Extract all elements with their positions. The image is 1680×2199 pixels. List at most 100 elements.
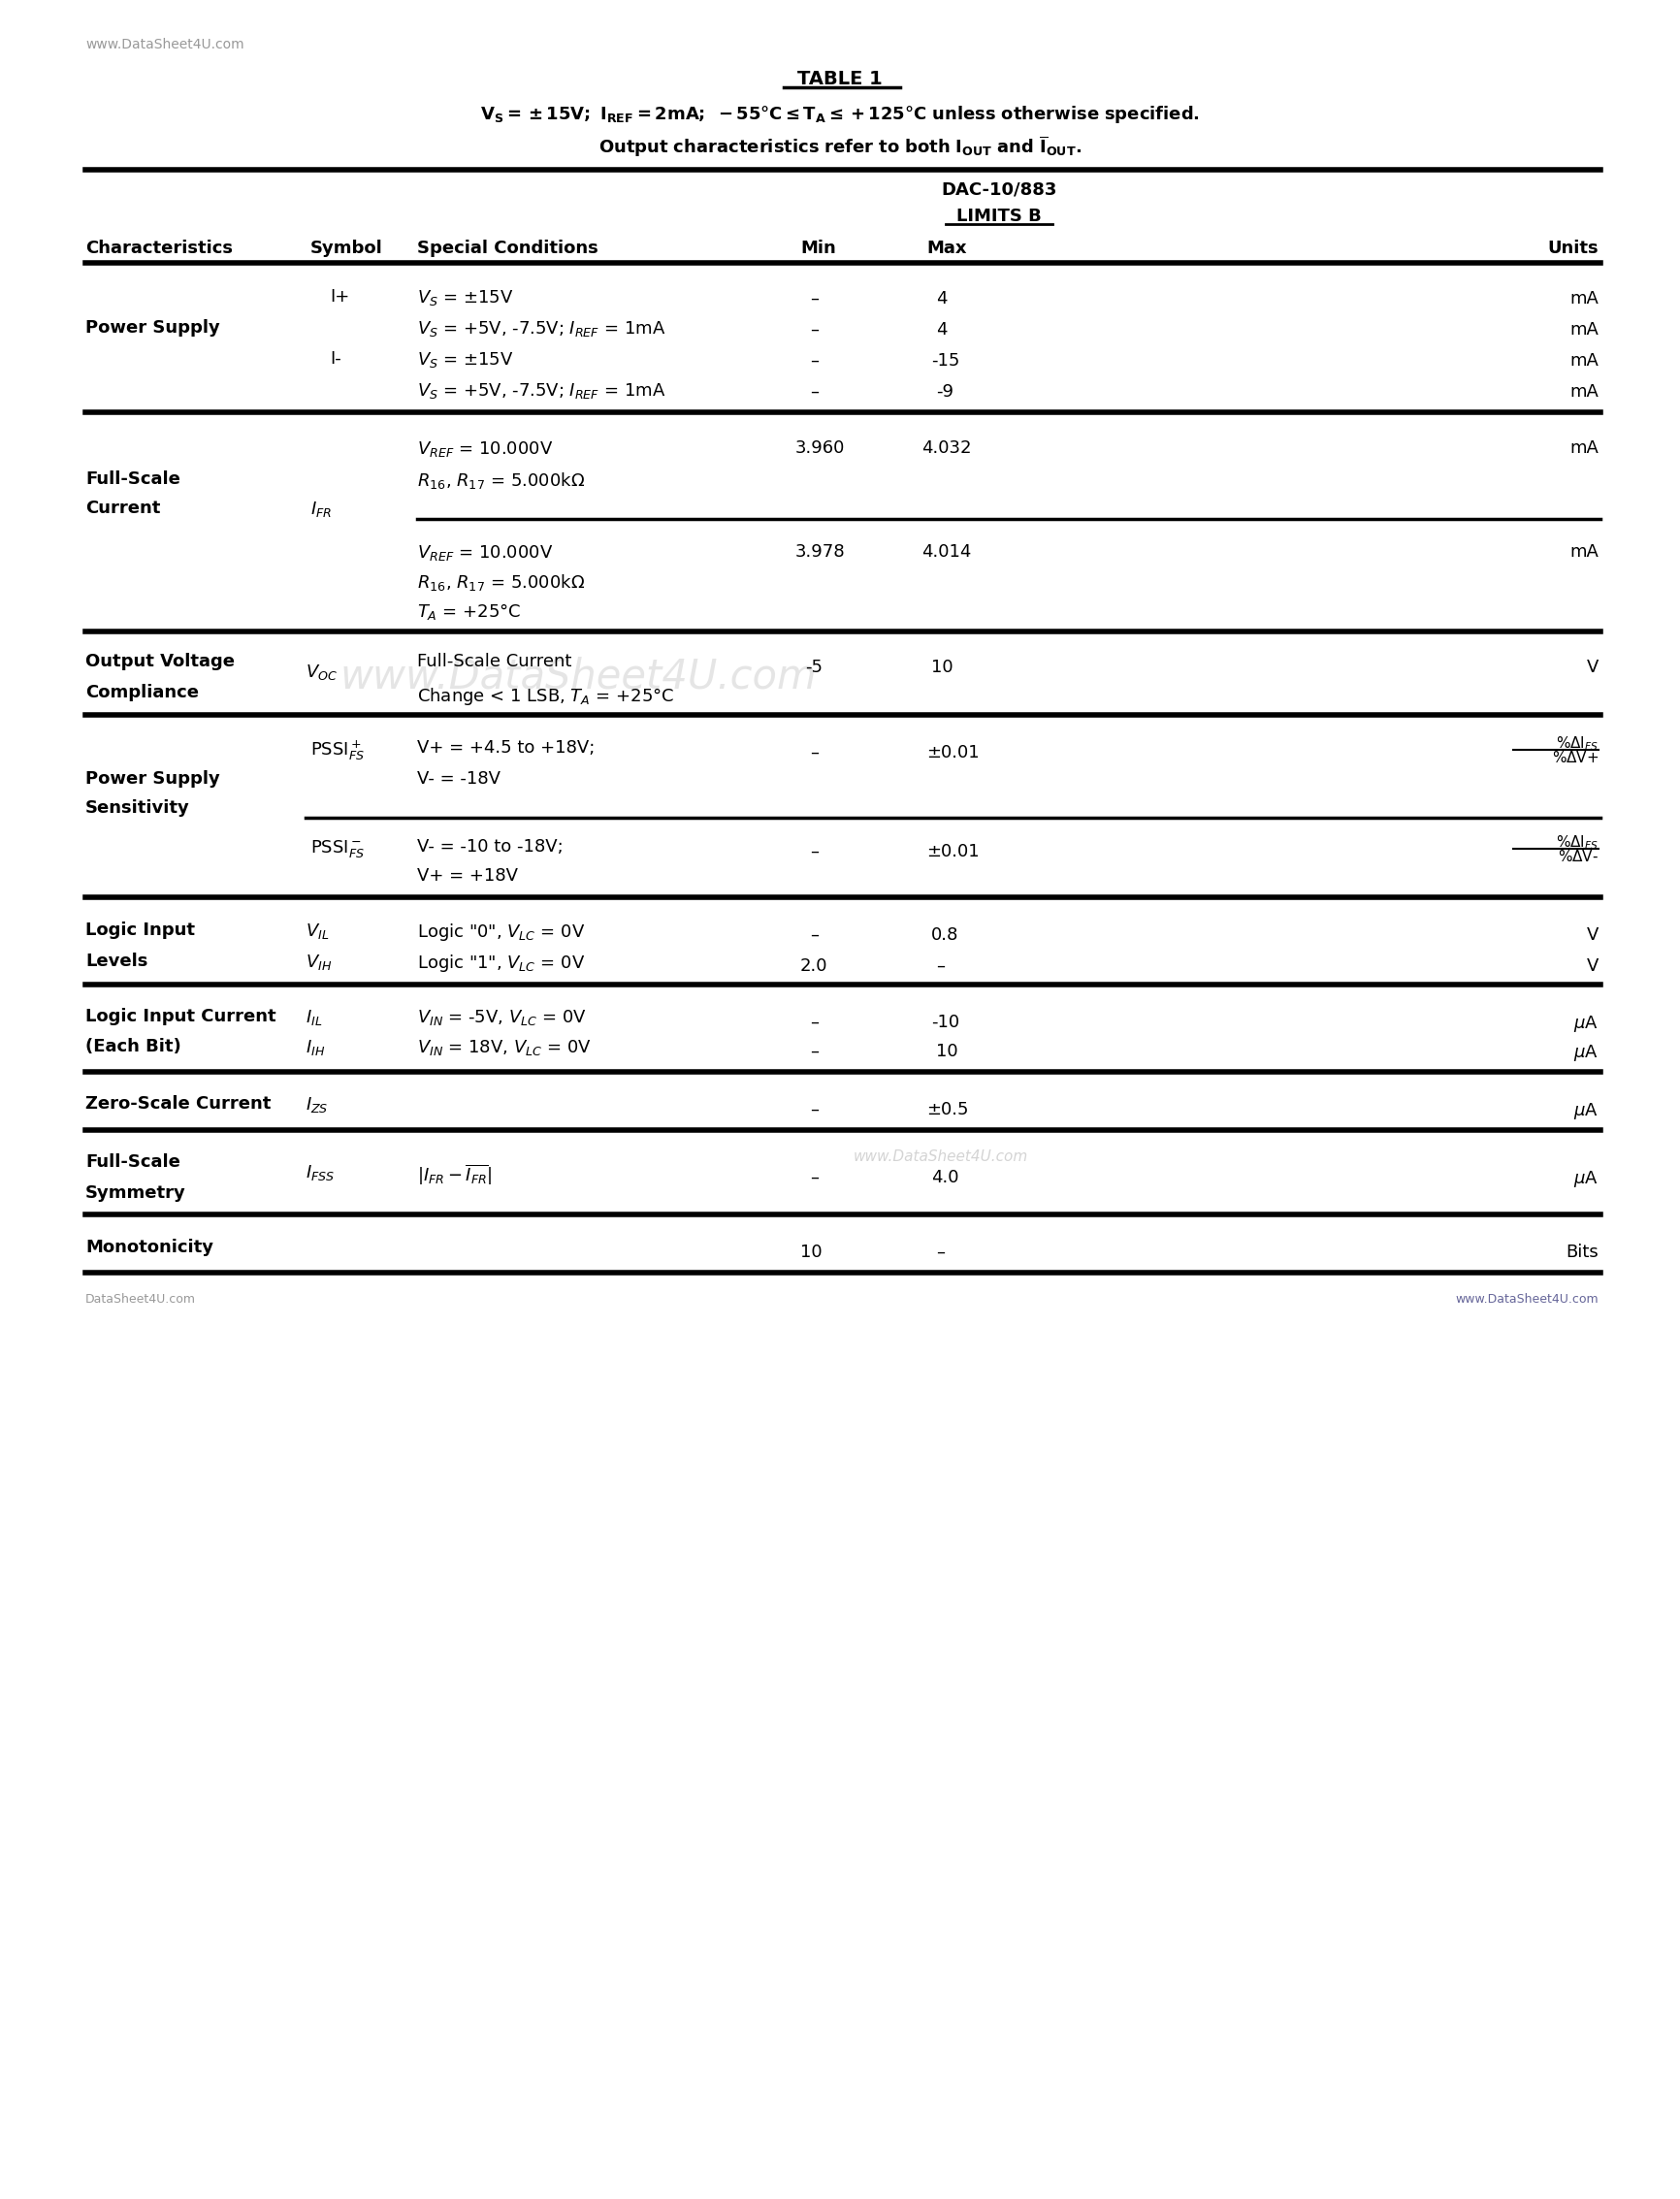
- Text: Bits: Bits: [1564, 1245, 1598, 1260]
- Text: $I_{FR}$: $I_{FR}$: [311, 499, 331, 519]
- Text: Zero-Scale Current: Zero-Scale Current: [86, 1095, 270, 1113]
- Text: –: –: [810, 842, 818, 860]
- Text: $\mu$A: $\mu$A: [1572, 1102, 1598, 1121]
- Text: Levels: Levels: [86, 952, 148, 970]
- Text: 4.014: 4.014: [921, 543, 971, 561]
- Text: PSSI$_{FS}^+$: PSSI$_{FS}^+$: [311, 739, 365, 763]
- Text: $I_{ZS}$: $I_{ZS}$: [306, 1095, 328, 1115]
- Text: V+ = +4.5 to +18V;: V+ = +4.5 to +18V;: [417, 739, 595, 756]
- Text: $V_S$ = ±15V: $V_S$ = ±15V: [417, 350, 514, 369]
- Text: $V_S$ = +5V, -7.5V; $I_{REF}$ = 1mA: $V_S$ = +5V, -7.5V; $I_{REF}$ = 1mA: [417, 380, 665, 400]
- Text: –: –: [810, 383, 818, 400]
- Text: $V_{IH}$: $V_{IH}$: [306, 952, 331, 972]
- Text: www.DataSheet4U.com: www.DataSheet4U.com: [86, 37, 244, 51]
- Text: $V_{IN}$ = 18V, $V_{LC}$ = 0V: $V_{IN}$ = 18V, $V_{LC}$ = 0V: [417, 1038, 591, 1058]
- Text: $V_S$ = +5V, -7.5V; $I_{REF}$ = 1mA: $V_S$ = +5V, -7.5V; $I_{REF}$ = 1mA: [417, 319, 665, 339]
- Text: Special Conditions: Special Conditions: [417, 240, 598, 257]
- Text: Full-Scale Current: Full-Scale Current: [417, 653, 571, 671]
- Text: 10: 10: [936, 1042, 958, 1060]
- Text: $I_{IH}$: $I_{IH}$: [306, 1038, 324, 1058]
- Text: $T_A$ = +25°C: $T_A$ = +25°C: [417, 600, 521, 622]
- Text: 4.032: 4.032: [921, 440, 971, 457]
- Text: Compliance: Compliance: [86, 684, 198, 701]
- Text: –: –: [810, 1102, 818, 1119]
- Text: 0.8: 0.8: [931, 926, 958, 943]
- Text: mA: mA: [1569, 352, 1598, 369]
- Text: ±0.5: ±0.5: [926, 1102, 968, 1119]
- Text: 3.960: 3.960: [795, 440, 845, 457]
- Text: –: –: [810, 743, 818, 761]
- Text: I+: I+: [329, 288, 349, 306]
- Text: ±0.01: ±0.01: [926, 743, 979, 761]
- Text: $V_S$ = ±15V: $V_S$ = ±15V: [417, 288, 514, 308]
- Text: PSSI$_{FS}^-$: PSSI$_{FS}^-$: [311, 838, 365, 860]
- Text: mA: mA: [1569, 321, 1598, 339]
- Text: Power Supply: Power Supply: [86, 319, 220, 336]
- Text: %$\Delta$V-: %$\Delta$V-: [1557, 849, 1598, 864]
- Text: $\mu$A: $\mu$A: [1572, 1014, 1598, 1034]
- Text: –: –: [810, 926, 818, 943]
- Text: $V_{REF}$ = 10.000V: $V_{REF}$ = 10.000V: [417, 440, 553, 460]
- Text: $\mathbf{Output\ characteristics\ refer\ to\ both\ I_{OUT}\ and\ \overline{I}_{O: $\mathbf{Output\ characteristics\ refer\…: [598, 134, 1080, 161]
- Text: www.DataSheet4U.com: www.DataSheet4U.com: [1455, 1293, 1598, 1306]
- Text: Logic Input Current: Logic Input Current: [86, 1007, 276, 1025]
- Text: –: –: [936, 957, 944, 974]
- Text: Logic "0", $V_{LC}$ = 0V: Logic "0", $V_{LC}$ = 0V: [417, 921, 585, 943]
- Text: Logic "1", $V_{LC}$ = 0V: Logic "1", $V_{LC}$ = 0V: [417, 952, 585, 974]
- Text: mA: mA: [1569, 290, 1598, 308]
- Text: $R_{16}$, $R_{17}$ = 5.000k$\Omega$: $R_{16}$, $R_{17}$ = 5.000k$\Omega$: [417, 572, 585, 594]
- Text: Units: Units: [1547, 240, 1598, 257]
- Text: -9: -9: [936, 383, 953, 400]
- Text: 10: 10: [931, 660, 953, 675]
- Text: $|I_{FR} - \overline{I_{FR}}|$: $|I_{FR} - \overline{I_{FR}}|$: [417, 1163, 492, 1187]
- Text: %$\Delta$I$_{FS}$: %$\Delta$I$_{FS}$: [1554, 734, 1598, 752]
- Text: 10: 10: [800, 1245, 822, 1260]
- Text: V- = -10 to -18V;: V- = -10 to -18V;: [417, 838, 563, 855]
- Text: %$\Delta$I$_{FS}$: %$\Delta$I$_{FS}$: [1554, 833, 1598, 851]
- Text: Full-Scale: Full-Scale: [86, 471, 180, 488]
- Text: www.DataSheet4U.com: www.DataSheet4U.com: [853, 1150, 1028, 1163]
- Text: Characteristics: Characteristics: [86, 240, 232, 257]
- Text: 4: 4: [936, 321, 946, 339]
- Text: -5: -5: [805, 660, 822, 675]
- Text: (Each Bit): (Each Bit): [86, 1038, 181, 1056]
- Text: mA: mA: [1569, 543, 1598, 561]
- Text: Sensitivity: Sensitivity: [86, 798, 190, 816]
- Text: mA: mA: [1569, 440, 1598, 457]
- Text: –: –: [810, 1014, 818, 1031]
- Text: $I_{FSS}$: $I_{FSS}$: [306, 1163, 334, 1183]
- Text: –: –: [810, 1042, 818, 1060]
- Text: V: V: [1586, 660, 1598, 675]
- Text: Output Voltage: Output Voltage: [86, 653, 235, 671]
- Text: Max: Max: [926, 240, 966, 257]
- Text: V- = -18V: V- = -18V: [417, 770, 501, 787]
- Text: V+ = +18V: V+ = +18V: [417, 866, 517, 884]
- Text: -10: -10: [931, 1014, 959, 1031]
- Text: mA: mA: [1569, 383, 1598, 400]
- Text: Full-Scale: Full-Scale: [86, 1152, 180, 1170]
- Text: Symmetry: Symmetry: [86, 1185, 186, 1203]
- Text: –: –: [810, 352, 818, 369]
- Text: –: –: [810, 1170, 818, 1185]
- Text: www.DataSheet4U.com: www.DataSheet4U.com: [339, 658, 816, 697]
- Text: Monotonicity: Monotonicity: [86, 1238, 213, 1256]
- Text: LIMITS B: LIMITS B: [956, 207, 1042, 224]
- Text: Power Supply: Power Supply: [86, 770, 220, 787]
- Text: 4.0: 4.0: [931, 1170, 958, 1185]
- Text: $R_{16}$, $R_{17}$ = 5.000k$\Omega$: $R_{16}$, $R_{17}$ = 5.000k$\Omega$: [417, 471, 585, 490]
- Text: %$\Delta$V+: %$\Delta$V+: [1551, 750, 1598, 765]
- Text: Min: Min: [800, 240, 835, 257]
- Text: I-: I-: [329, 350, 341, 367]
- Text: $\mu$A: $\mu$A: [1572, 1042, 1598, 1062]
- Text: $I_{IL}$: $I_{IL}$: [306, 1007, 323, 1027]
- Text: 4: 4: [936, 290, 946, 308]
- Text: V: V: [1586, 926, 1598, 943]
- Text: TABLE 1: TABLE 1: [796, 70, 882, 88]
- Text: $\mathbf{V_S = \pm15V;\ I_{REF} = 2mA;\ -55°C \leq T_A \leq +125°C\ unless\ othe: $\mathbf{V_S = \pm15V;\ I_{REF} = 2mA;\ …: [480, 103, 1200, 125]
- Text: 2.0: 2.0: [800, 957, 827, 974]
- Text: DAC-10/883: DAC-10/883: [941, 180, 1057, 198]
- Text: –: –: [810, 290, 818, 308]
- Text: $V_{IL}$: $V_{IL}$: [306, 921, 329, 941]
- Text: -15: -15: [931, 352, 959, 369]
- Text: $\mu$A: $\mu$A: [1572, 1170, 1598, 1190]
